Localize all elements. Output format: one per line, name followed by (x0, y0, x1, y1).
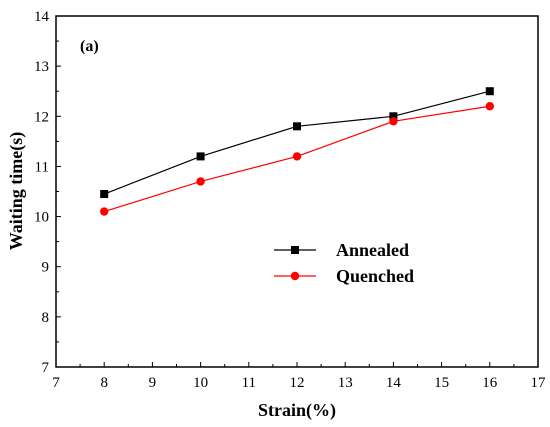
data-point-annealed (389, 112, 398, 121)
legend-marker-quenched (290, 271, 300, 281)
x-tick-label: 15 (434, 375, 449, 391)
y-tick-label: 11 (35, 159, 49, 175)
y-tick-label: 9 (42, 260, 50, 276)
legend: Annealed Quenched (274, 240, 414, 286)
legend-marker-annealed (291, 246, 299, 254)
y-tick-label: 7 (42, 360, 50, 376)
data-point-annealed (100, 190, 109, 199)
panel-label: (a) (80, 38, 99, 55)
legend-label-quenched: Quenched (336, 266, 414, 286)
data-point-quenched (196, 177, 205, 186)
y-axis-title: Waiting time(s) (6, 132, 27, 251)
x-tick-label: 16 (482, 375, 498, 391)
x-tick-label: 11 (242, 375, 256, 391)
x-axis-title: Strain(%) (258, 400, 336, 421)
data-point-annealed (196, 152, 205, 161)
data-series (100, 87, 494, 216)
data-point-annealed (485, 87, 494, 96)
plot-frame (55, 15, 539, 368)
y-tick-label: 14 (34, 9, 50, 25)
data-point-quenched (100, 207, 109, 216)
axis-ticks (55, 15, 539, 368)
y-tick-label: 12 (34, 109, 49, 125)
data-point-annealed (293, 122, 301, 131)
series-annealed (100, 87, 494, 199)
y-tick-label: 13 (34, 59, 49, 75)
legend-item-quenched: Quenched (274, 266, 414, 286)
data-point-quenched (292, 152, 302, 161)
x-tick-label: 10 (193, 375, 208, 391)
series-quenched (100, 102, 494, 216)
x-tick-label: 8 (100, 375, 108, 391)
legend-item-annealed: Annealed (274, 240, 409, 260)
x-tick-label: 17 (531, 375, 547, 391)
legend-label-annealed: Annealed (336, 240, 409, 260)
data-point-quenched (485, 102, 494, 111)
x-tick-label: 7 (52, 375, 60, 391)
y-tick-label: 10 (34, 210, 49, 226)
x-tick-label: 13 (338, 375, 353, 391)
data-point-quenched (389, 117, 398, 126)
x-tick-label: 14 (386, 375, 402, 391)
x-tick-label: 12 (290, 375, 305, 391)
series-line-annealed (103, 90, 490, 195)
axis-tick-labels: 7 8 9 10 11 12 13 14 15 16 17 7 8 9 10 11 12 13 14 (34, 9, 546, 391)
x-tick-label: 9 (149, 375, 157, 391)
y-tick-label: 8 (42, 310, 50, 326)
